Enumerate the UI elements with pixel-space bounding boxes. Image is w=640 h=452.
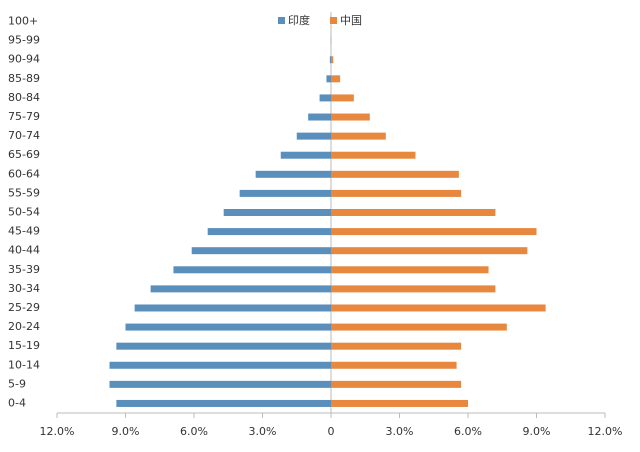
- y-tick-label: 100+: [8, 15, 38, 28]
- bar: [331, 323, 507, 331]
- y-tick-label: 45-49: [8, 225, 40, 238]
- bar: [331, 75, 341, 83]
- bar: [125, 323, 331, 331]
- bar: [331, 189, 462, 197]
- bar: [331, 209, 496, 216]
- bar: [331, 228, 537, 236]
- x-tick-label: 9.0%: [523, 425, 551, 438]
- bar: [329, 56, 331, 64]
- y-tick-label: 40-44: [8, 244, 40, 257]
- y-tick-label: 30-34: [8, 282, 40, 295]
- bar: [191, 247, 331, 255]
- bar: [331, 94, 354, 102]
- bar: [331, 132, 386, 140]
- bar: [331, 151, 416, 159]
- y-tick-label: 90-94: [8, 53, 40, 66]
- y-tick-label: 65-69: [8, 148, 40, 161]
- legend-label: 中国: [340, 14, 362, 27]
- bar: [116, 399, 331, 407]
- bar: [109, 361, 332, 369]
- bar: [331, 247, 528, 255]
- x-tick-label: 3.0%: [386, 425, 414, 438]
- y-tick-label: 55-59: [8, 186, 40, 199]
- legend-swatch: [278, 17, 285, 24]
- x-tick-label: 12.0%: [40, 425, 75, 438]
- legend-swatch: [330, 17, 337, 24]
- x-tick-label: 12.0%: [588, 425, 623, 438]
- y-tick-label: 25-29: [8, 301, 40, 314]
- bar: [116, 342, 331, 350]
- y-tick-label: 80-84: [8, 91, 40, 104]
- bar: [109, 380, 332, 388]
- y-tick-label: 5-9: [8, 377, 26, 390]
- bar: [331, 266, 489, 274]
- bar: [223, 209, 331, 216]
- x-tick-label: 3.0%: [249, 425, 277, 438]
- x-tick-label: 0: [328, 425, 335, 438]
- x-tick-label: 6.0%: [180, 425, 208, 438]
- bar: [331, 380, 462, 388]
- bar: [331, 56, 334, 64]
- y-tick-label: 10-14: [8, 358, 40, 371]
- bar: [331, 285, 496, 293]
- bar: [331, 304, 546, 312]
- x-tick-label: 6.0%: [454, 425, 482, 438]
- bar: [308, 113, 331, 121]
- y-tick-label: 75-79: [8, 110, 40, 123]
- bar: [331, 170, 459, 178]
- bar: [331, 399, 468, 407]
- y-tick-label: 85-89: [8, 72, 40, 85]
- bar: [331, 361, 457, 369]
- bar: [255, 170, 331, 178]
- y-tick-label: 0-4: [8, 396, 26, 409]
- bar: [239, 189, 331, 197]
- x-tick-label: 9.0%: [112, 425, 140, 438]
- y-tick-label: 60-64: [8, 167, 40, 180]
- bar: [296, 132, 331, 140]
- legend-label: 印度: [288, 13, 310, 27]
- bar: [331, 113, 370, 121]
- y-tick-label: 50-54: [8, 206, 40, 219]
- bar: [207, 228, 331, 236]
- bar: [150, 285, 331, 293]
- bar: [319, 94, 331, 102]
- y-tick-label: 15-19: [8, 339, 40, 352]
- y-tick-label: 70-74: [8, 129, 40, 142]
- bar: [173, 266, 331, 274]
- y-tick-label: 20-24: [8, 320, 40, 333]
- bar: [326, 75, 331, 83]
- bar: [280, 151, 331, 159]
- y-tick-label: 35-39: [8, 263, 40, 276]
- bar: [331, 342, 462, 350]
- bar: [134, 304, 331, 312]
- y-tick-label: 95-99: [8, 34, 40, 47]
